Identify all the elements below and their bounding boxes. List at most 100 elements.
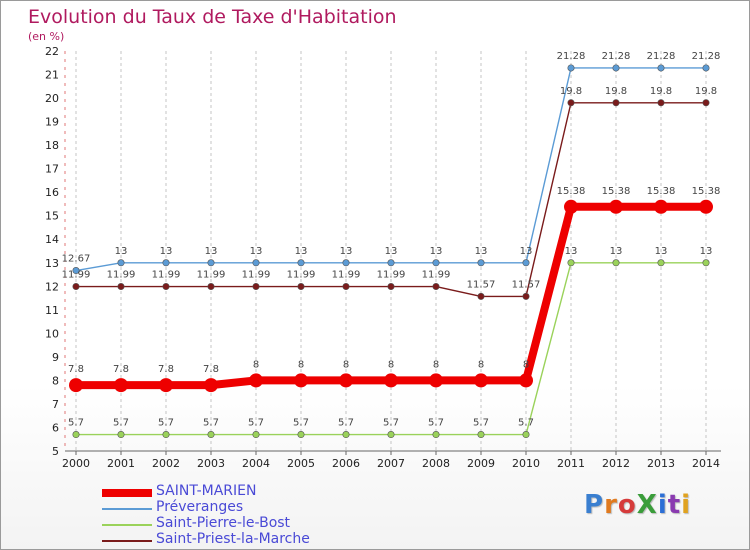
data-label: 8 [478,359,484,370]
y-tick-label: 9 [52,351,59,364]
data-point [702,259,710,267]
data-labels: 12.67 13 13 13 13 13 13 13 13 13 13 21.28 21.28 21.28… [62,51,721,429]
data-point [387,283,395,291]
logo-letter: P [584,490,605,520]
data-label: 21.28 [602,51,631,62]
data-label: 15.38 [692,186,721,197]
grid-lines [75,51,707,451]
data-point [249,373,263,388]
data-label: 5.7 [113,418,129,429]
data-point [252,283,260,291]
data-point [342,259,350,267]
x-tick-label: 2014 [692,457,720,470]
y-tick-label: 7 [52,398,59,411]
data-point [207,259,215,267]
data-label: 5.7 [68,418,84,429]
data-point [702,99,710,107]
data-label: 8 [253,359,259,370]
data-point [207,431,215,439]
data-label: 5.7 [293,418,309,429]
data-point [72,267,80,275]
y-axis-ticks: 5 6 7 8 9 10 11 12 13 14 15 16 17 18 19 20 21 22 [45,45,59,458]
data-label: 5.7 [428,418,444,429]
x-tick-label: 2002 [152,457,180,470]
data-label: 11.99 [422,270,451,281]
data-label: 13 [520,246,533,257]
data-point [162,283,170,291]
legend-label: Préveranges [156,499,244,515]
data-point [297,283,305,291]
y-tick-label: 22 [45,45,59,58]
data-point [117,259,125,267]
data-point [612,64,620,72]
data-point [657,259,665,267]
x-tick-label: 2000 [62,457,90,470]
x-tick-label: 2011 [557,457,585,470]
data-point [522,259,530,267]
data-point [207,283,215,291]
data-label: 13 [340,246,353,257]
data-label: 13 [700,246,713,257]
data-label: 15.38 [557,186,586,197]
data-label: 13 [250,246,263,257]
data-point [159,378,173,393]
legend-label: SAINT-MARIEN [156,483,257,499]
logo-letter: o [617,490,637,520]
data-point [252,259,260,267]
y-tick-label: 18 [45,139,59,152]
data-label: 19.8 [650,86,672,97]
data-label: 5.7 [158,418,174,429]
data-label: 13 [430,246,443,257]
data-point [429,373,443,388]
x-tick-label: 2005 [287,457,315,470]
y-tick-label: 16 [45,186,59,199]
data-label: 5.7 [248,418,264,429]
x-tick-label: 2004 [242,457,270,470]
logo-letter: r [604,490,618,520]
data-label: 11.99 [242,270,271,281]
data-label: 13 [160,246,173,257]
data-point [699,199,713,214]
data-point [342,283,350,291]
y-tick-label: 10 [45,327,59,340]
data-point [432,431,440,439]
data-label: 5.7 [203,418,219,429]
data-label: 11.99 [377,270,406,281]
data-point [114,378,128,393]
data-label: 19.8 [560,86,582,97]
data-point [204,378,218,393]
data-point [339,373,353,388]
data-point [612,99,620,107]
data-label: 5.7 [338,418,354,429]
data-label: 13 [205,246,218,257]
data-point [567,99,575,107]
logo-letter: t [667,490,682,520]
logo-letter: X [636,490,658,520]
data-point [702,64,710,72]
data-label: 13 [295,246,308,257]
data-label: 8 [433,359,439,370]
chart-subtitle: (en %) [28,30,65,43]
data-point [252,431,260,439]
legend-label: Saint-Pierre-le-Bost [156,515,291,531]
logo-letter: i [657,490,668,520]
data-label: 11.99 [62,270,91,281]
y-tick-label: 17 [45,163,59,176]
data-point [432,283,440,291]
data-label: 11.99 [332,270,361,281]
legend-label: Saint-Priest-la-Marche [156,531,310,547]
x-tick-label: 2001 [107,457,135,470]
data-label: 11.57 [467,279,496,290]
data-point [297,431,305,439]
legend-swatch [102,524,152,526]
x-axis-ticks: 2000 2001 2002 2003 2004 2005 2006 2007 2008 2009… [62,451,720,470]
data-point [294,373,308,388]
data-point [162,431,170,439]
data-label: 7.8 [203,364,219,375]
data-point [72,431,80,439]
x-tick-label: 2013 [647,457,675,470]
data-label: 7.8 [113,364,129,375]
x-tick-label: 2012 [602,457,630,470]
data-point [522,292,530,300]
y-tick-label: 19 [45,116,59,129]
